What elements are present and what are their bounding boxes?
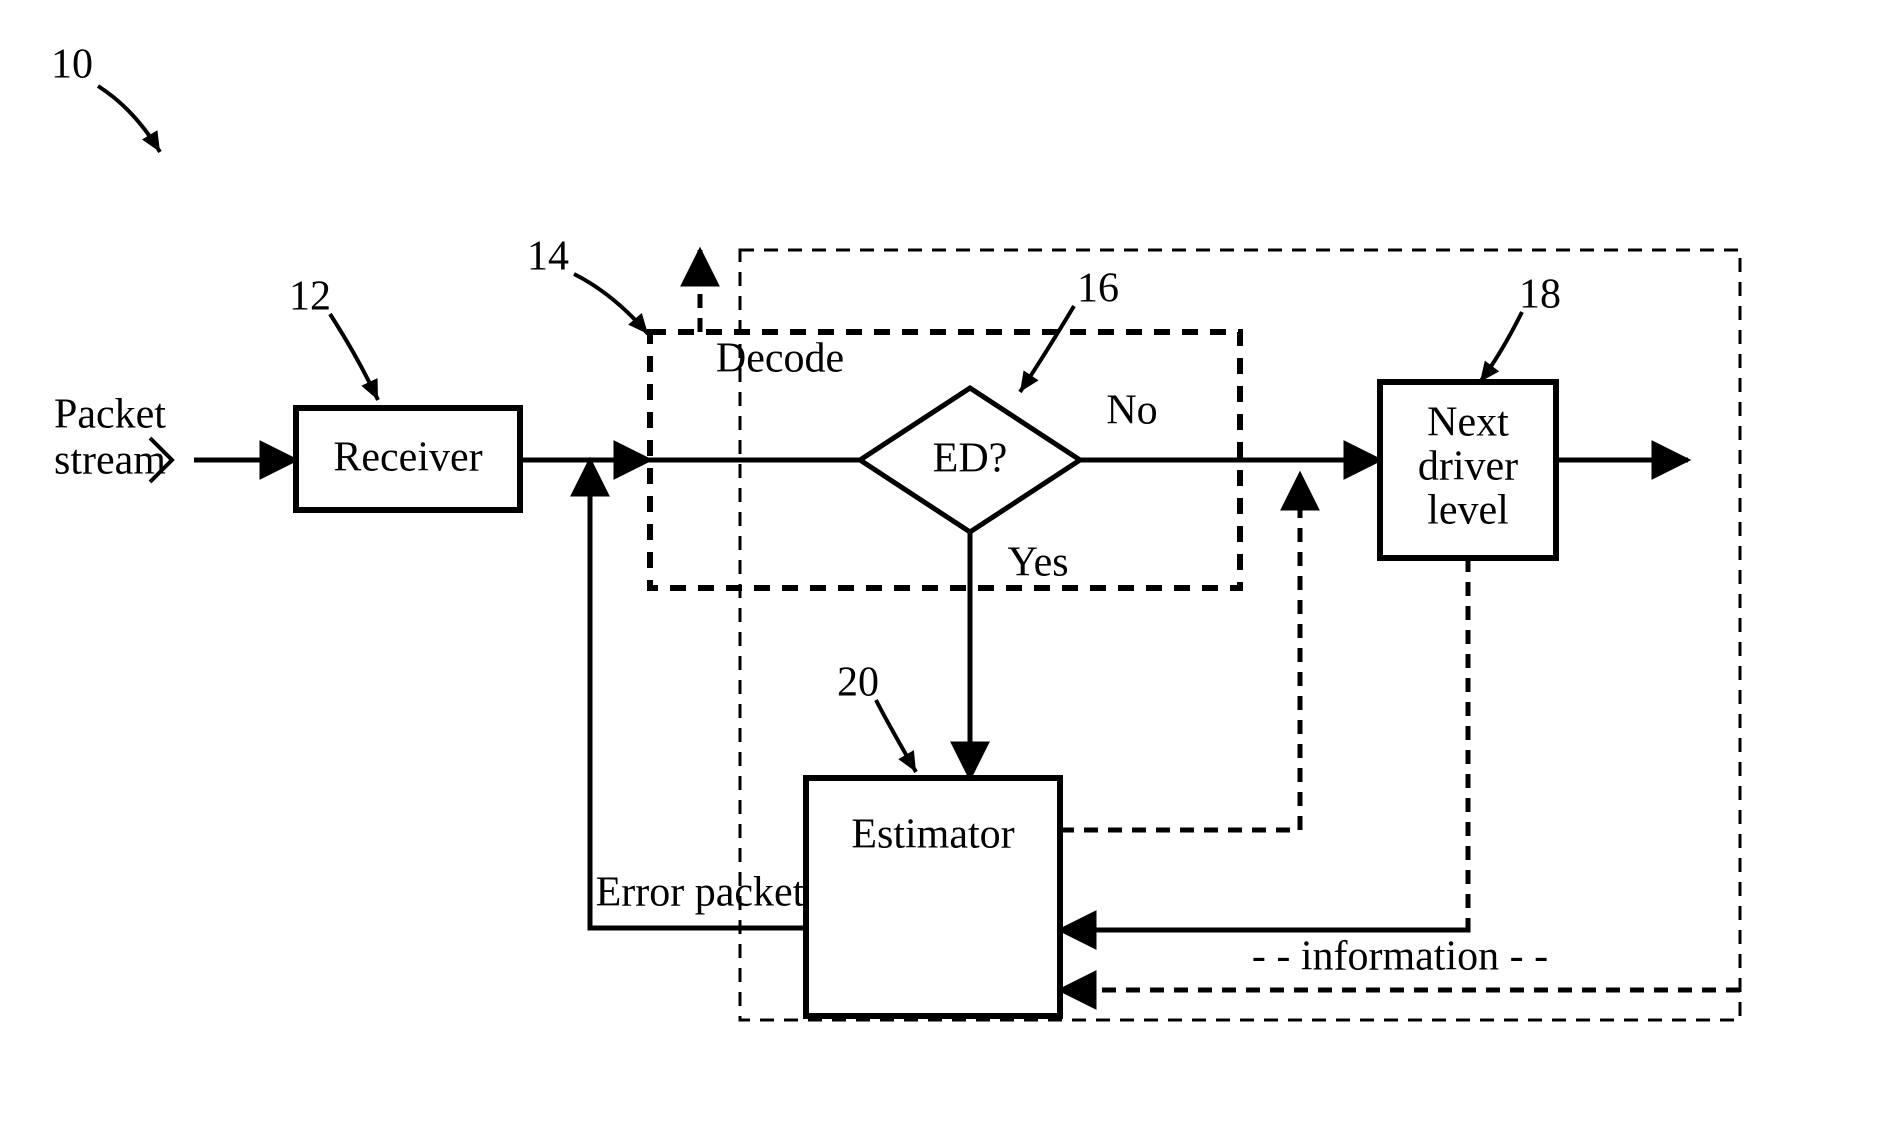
next-l2: driver	[1418, 444, 1518, 490]
ref-14: 14	[527, 234, 569, 280]
packet-stream-l2: stream	[54, 438, 166, 484]
ref-18: 18	[1519, 272, 1561, 318]
ed-no-label: No	[1106, 388, 1157, 434]
receiver-label: Receiver	[333, 435, 482, 481]
next-l1: Next	[1427, 400, 1509, 446]
edge-estimator-to-receiver	[590, 460, 806, 928]
information-label: - - information - -	[1252, 934, 1548, 980]
ref-16: 16	[1077, 266, 1119, 312]
estimator-label: Estimator	[851, 812, 1014, 858]
ref-12: 12	[289, 274, 331, 320]
decode-label: Decode	[716, 336, 844, 382]
next-l3: level	[1427, 488, 1509, 534]
error-packet-label: Error packet	[596, 870, 805, 916]
ref-20: 20	[837, 660, 879, 706]
ed-yes-label: Yes	[1007, 540, 1068, 586]
ed-label: ED?	[933, 436, 1008, 482]
ref-10: 10	[51, 42, 93, 88]
packet-stream-l1: Packet	[54, 392, 166, 438]
edge-estimator-up-to-no	[1060, 474, 1300, 830]
leader-next-head	[1480, 361, 1499, 382]
leader-fig-head	[142, 130, 160, 152]
leader-ed-head	[1020, 370, 1039, 392]
edge-next-down-to-estimator	[1060, 558, 1468, 930]
